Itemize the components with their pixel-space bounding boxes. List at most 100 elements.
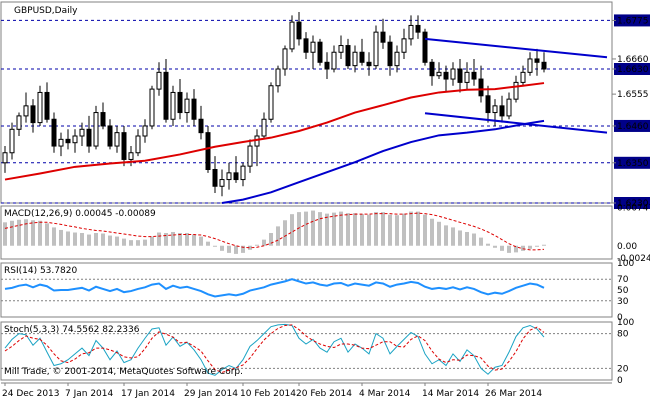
macd-bar	[276, 226, 280, 246]
candle-body	[422, 31, 428, 63]
macd-bar	[297, 212, 301, 246]
candle-body	[282, 48, 288, 70]
macd-bar	[395, 215, 399, 246]
macd-bar	[374, 212, 378, 246]
candle-body	[30, 105, 36, 124]
macd-bar	[213, 245, 217, 247]
macd-bar	[17, 219, 21, 246]
macd-scale-label-0: 0.00747	[617, 204, 650, 214]
macd-bar	[108, 235, 112, 246]
macd-bar	[304, 211, 308, 246]
candle-body	[415, 24, 421, 33]
candle-body	[44, 91, 50, 120]
price-label-4: 1.6460	[617, 122, 649, 132]
macd-bar	[290, 214, 294, 246]
chart-title: GBPUSD,Daily	[14, 6, 78, 16]
macd-bar	[227, 245, 231, 253]
macd-bar	[430, 218, 434, 246]
macd-bar	[255, 244, 259, 246]
macd-bar	[206, 241, 210, 246]
macd-bar	[458, 230, 462, 246]
stoch-scale-label-1: 80	[617, 330, 629, 340]
macd-bar	[59, 229, 63, 246]
price-tag-bg-6	[614, 197, 650, 209]
candle-body	[534, 58, 540, 63]
rsi-scale-label-1: 70	[617, 275, 629, 285]
macd-bar	[31, 220, 35, 246]
stoch-scale-label-0: 100	[617, 318, 634, 328]
candle-body	[436, 71, 442, 77]
candle-body	[177, 91, 183, 114]
macd-bar	[241, 245, 245, 253]
candle-body	[170, 91, 176, 120]
candle-body	[37, 91, 43, 124]
time-label-5: 20 Feb 2014	[296, 389, 352, 399]
time-axis: 24 Dec 2013 7 Jan 2014 17 Jan 2014 29 Jan 2…	[1, 382, 612, 399]
macd-bar	[52, 227, 56, 246]
price-panel-frame	[0, 1, 613, 204]
macd-bar	[80, 233, 84, 246]
macd-bar	[486, 243, 490, 246]
macd-bar	[451, 227, 455, 246]
candle-body	[338, 45, 344, 53]
candle-body	[310, 41, 316, 53]
macd-bar	[535, 245, 539, 247]
candle-body	[240, 165, 246, 181]
candle-body	[9, 128, 15, 154]
macd-signal-line	[4, 212, 545, 251]
candle-body	[233, 172, 239, 181]
price-tag-bg-5	[614, 156, 650, 169]
macd-bar	[318, 212, 322, 246]
candle-body	[268, 85, 274, 120]
candle-body	[541, 61, 547, 70]
macd-bar	[346, 213, 350, 246]
time-label-3: 29 Jan 2014	[184, 389, 238, 399]
moving-average-blue	[221, 119, 545, 204]
macd-bar	[220, 245, 224, 251]
candle-body	[345, 45, 351, 67]
macd-scale-label-2: -0.00244	[617, 254, 650, 264]
rsi-line	[4, 278, 545, 298]
candle-body	[527, 58, 533, 73]
stoch-panel: 100 80 20 0	[0, 318, 634, 386]
rsi-scale-label-4: 0	[617, 313, 623, 323]
price-label-1: 1.6660	[617, 55, 649, 65]
candle-body	[324, 61, 330, 70]
macd-bar	[402, 213, 406, 246]
candle-body	[79, 128, 85, 137]
macd-bar	[94, 233, 98, 246]
time-label-8: 26 Mar 2014	[485, 389, 542, 399]
candle-body	[450, 68, 456, 80]
macd-bar	[45, 223, 49, 246]
candle-body	[163, 71, 169, 120]
macd-bar	[500, 245, 504, 251]
candle-body	[226, 172, 232, 181]
candle-body	[261, 118, 267, 137]
macd-bar	[262, 239, 266, 246]
candle-body	[401, 38, 407, 53]
candle-body	[408, 24, 414, 40]
price-label-0: 1.6775	[617, 16, 649, 26]
macd-bar	[10, 220, 14, 246]
time-label-2: 17 Jan 2014	[121, 389, 175, 399]
candle-body	[331, 51, 337, 70]
price-label-6: 1.6230	[617, 199, 649, 209]
macd-bar	[381, 212, 385, 246]
macd-bar	[367, 214, 371, 246]
candle-body	[93, 112, 99, 147]
macd-bar	[465, 231, 469, 246]
candle-body	[464, 71, 470, 83]
candle-body	[513, 81, 519, 100]
candle-body	[212, 169, 218, 187]
macd-bar	[115, 236, 119, 246]
moving-average-red	[4, 82, 545, 181]
candle-body	[275, 68, 281, 87]
candle-body	[72, 135, 78, 144]
macd-panel: 0.00747 0.00 -0.00244	[0, 204, 650, 264]
candle-body	[86, 128, 92, 147]
candle-body	[16, 115, 22, 130]
candle-body	[156, 71, 162, 90]
macd-bar	[199, 236, 203, 246]
macd-bar	[472, 233, 476, 246]
